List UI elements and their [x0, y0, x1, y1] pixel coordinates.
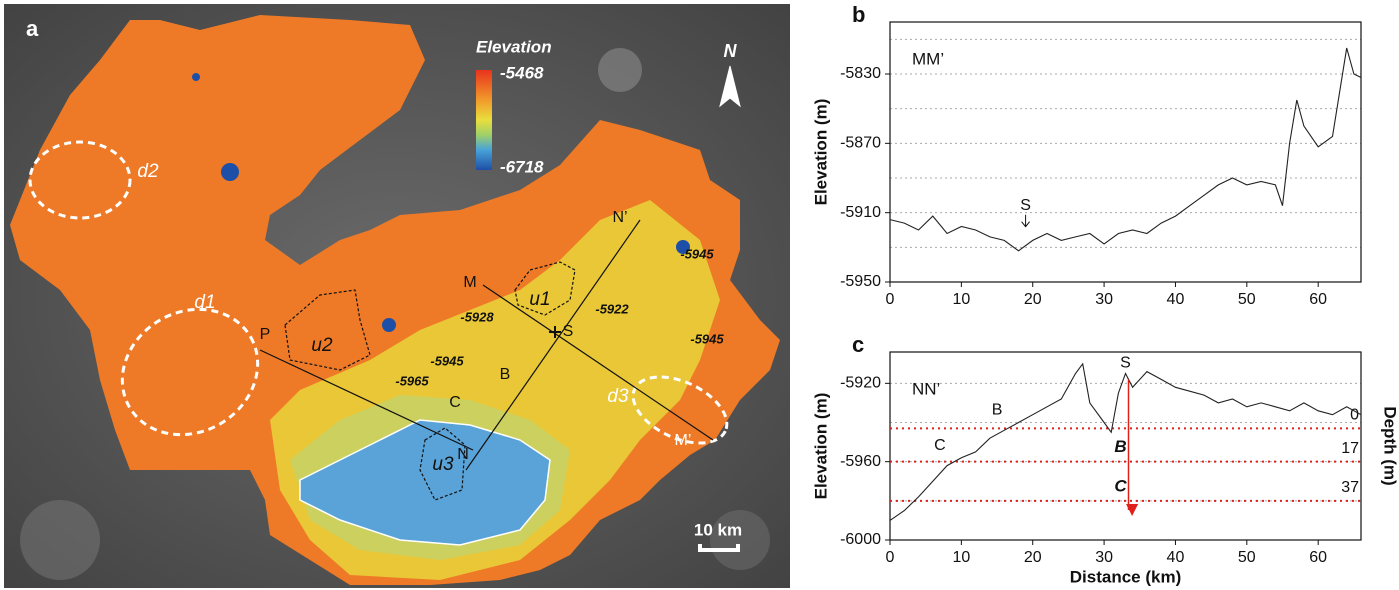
map-label: u1 [529, 289, 550, 310]
map: a Elevation -5468 -6718 N 10 km [4, 4, 790, 588]
x-tick-label: 30 [1095, 549, 1113, 566]
x-tick-label: 60 [1309, 549, 1327, 566]
contour-label: -5945 [680, 246, 714, 261]
y-tick-label: -5870 [840, 135, 881, 152]
contour-label: -5922 [595, 301, 629, 316]
contour-label: -5928 [460, 309, 494, 324]
x-tick-label: 20 [1024, 291, 1042, 308]
y-tick-label: -5920 [840, 375, 881, 392]
y2-axis-title: Depth (m) [1381, 406, 1399, 485]
contour-label: -5965 [395, 373, 429, 388]
map-label: N [457, 446, 469, 463]
crater [710, 510, 770, 570]
scale-label: 10 km [694, 520, 742, 539]
crater [598, 48, 642, 92]
north-label: N [724, 41, 738, 61]
map-label: d2 [137, 161, 159, 182]
map-label: u2 [311, 335, 333, 356]
panel-label: b [852, 2, 865, 27]
panel-label: a [26, 16, 39, 41]
annotation: S [1020, 197, 1031, 214]
y-tick-label: -5910 [840, 204, 881, 221]
x-tick-label: 40 [1167, 549, 1185, 566]
y-tick-label: -5950 [840, 273, 881, 290]
y-tick-label: -6000 [840, 531, 881, 548]
figure: a Elevation -5468 -6718 N 10 km d2 d1 d3 u1… [0, 0, 1399, 590]
profile-line [890, 48, 1361, 251]
map-label: S [563, 323, 574, 340]
map-label: N’ [612, 209, 627, 226]
plot-frame [890, 22, 1361, 282]
colorbar [476, 70, 492, 170]
x-tick-label: 10 [952, 549, 970, 566]
panel-label: c [852, 332, 864, 357]
map-label: P [260, 326, 271, 343]
y-axis-title: Elevation (m) [811, 99, 830, 206]
map-label: C [449, 394, 461, 411]
y-tick-label: -5960 [840, 453, 881, 470]
annotation: B [992, 402, 1003, 419]
depth-label: B [1114, 437, 1126, 456]
profile-title: NN’ [912, 379, 940, 398]
x-tick-label: 0 [886, 549, 895, 566]
annotation-arrow [1022, 215, 1030, 227]
x-axis-title: Distance (km) [1070, 567, 1181, 586]
contour-label: -5945 [430, 353, 464, 368]
annotation: S [1120, 355, 1131, 372]
x-tick-label: 50 [1238, 549, 1256, 566]
annotation: C [934, 437, 946, 454]
crater [20, 500, 100, 580]
x-tick-label: 60 [1309, 291, 1327, 308]
map-label: d1 [194, 292, 215, 313]
map-label: M’ [675, 432, 692, 449]
x-tick-label: 30 [1095, 291, 1113, 308]
legend-max: -5468 [500, 63, 544, 82]
crater [382, 318, 396, 332]
x-tick-label: 0 [886, 291, 895, 308]
depth-label: C [1114, 476, 1127, 495]
x-tick-label: 20 [1024, 549, 1042, 566]
x-tick-label: 50 [1238, 291, 1256, 308]
crater [221, 163, 239, 181]
profile-title: MM’ [912, 49, 944, 68]
x-tick-label: 10 [952, 291, 970, 308]
y-axis-title: Elevation (m) [811, 393, 830, 500]
x-tick-label: 40 [1167, 291, 1185, 308]
contour-label: -5945 [690, 331, 724, 346]
map-label: B [500, 366, 511, 383]
legend-title: Elevation [476, 37, 552, 56]
y-tick-label: -5830 [840, 65, 881, 82]
map-label: M [463, 274, 476, 291]
legend-min: -6718 [500, 157, 544, 176]
crater [192, 73, 200, 81]
y2-tick-label: 37 [1341, 479, 1359, 496]
map-label: u3 [432, 454, 454, 475]
map-label: d3 [607, 386, 629, 407]
y2-tick-label: 17 [1341, 440, 1359, 457]
